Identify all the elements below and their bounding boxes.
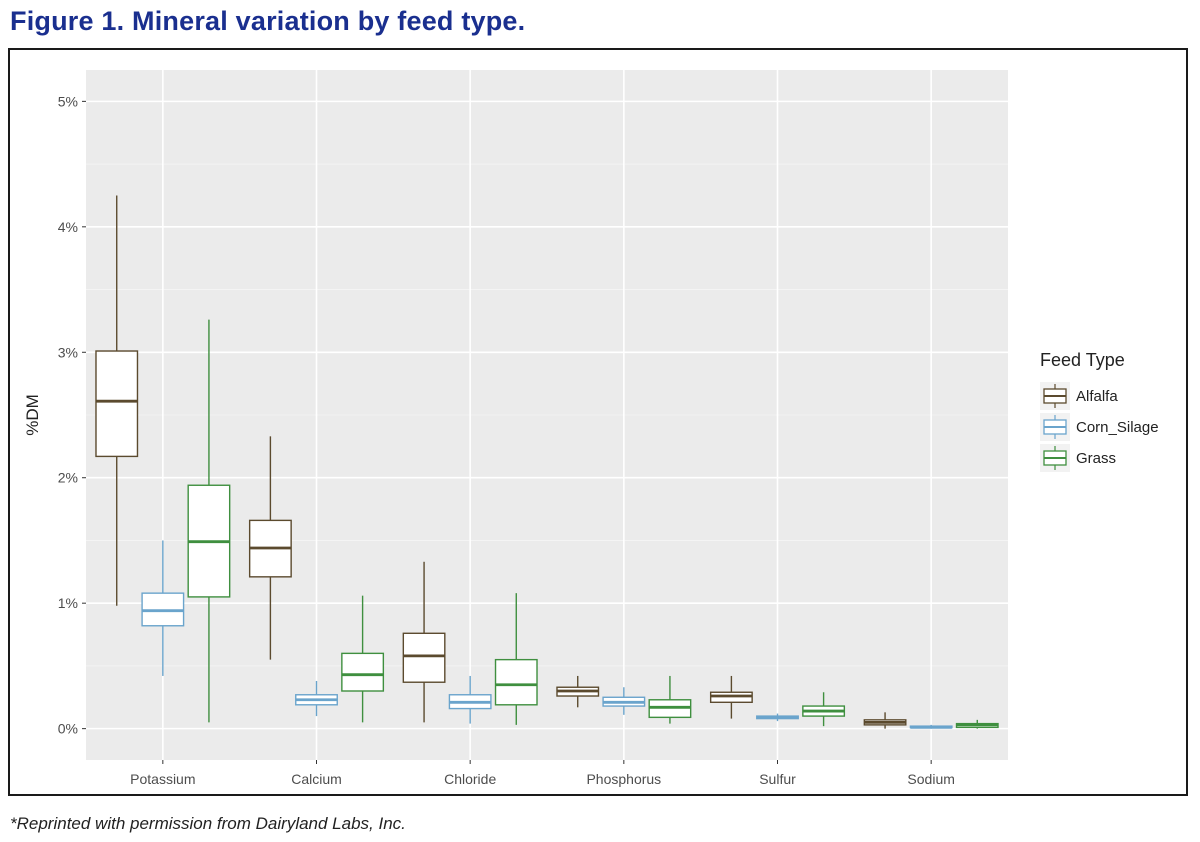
legend-label: Alfalfa	[1076, 388, 1118, 405]
box-grass	[341, 652, 385, 692]
box-alfalfa	[95, 350, 139, 458]
x-tick-label: Phosphorus	[586, 771, 661, 787]
y-tick-label: 4%	[58, 219, 78, 235]
footnote: *Reprinted with permission from Dairylan…	[10, 814, 406, 833]
boxplot-chart: 0% 1% 2% 3% 4% 5% Potassium Calcium Chloride Phos…	[23, 70, 1159, 787]
x-tick-label: Chloride	[444, 771, 496, 787]
box-grass	[494, 658, 538, 706]
legend-title: Feed Type	[1040, 350, 1125, 370]
x-tick-label: Sodium	[907, 771, 954, 787]
x-tick-label: Sulfur	[759, 771, 796, 787]
y-tick-label: 3%	[58, 344, 78, 360]
figure-title: Figure 1. Mineral variation by feed type…	[10, 6, 526, 36]
x-tick-label: Potassium	[130, 771, 195, 787]
chart-frame: 0% 1% 2% 3% 4% 5% Potassium Calcium Chloride Phos…	[8, 48, 1188, 796]
y-tick-label: 2%	[58, 470, 78, 486]
x-tick-label: Calcium	[291, 771, 342, 787]
y-tick-label: 0%	[58, 721, 78, 737]
y-tick-label: 5%	[58, 93, 78, 109]
box-alfalfa	[402, 632, 446, 683]
legend-label: Corn_Silage	[1076, 419, 1159, 436]
y-axis-title: %DM	[23, 394, 42, 436]
legend-label: Grass	[1076, 450, 1116, 467]
y-tick-label: 1%	[58, 595, 78, 611]
